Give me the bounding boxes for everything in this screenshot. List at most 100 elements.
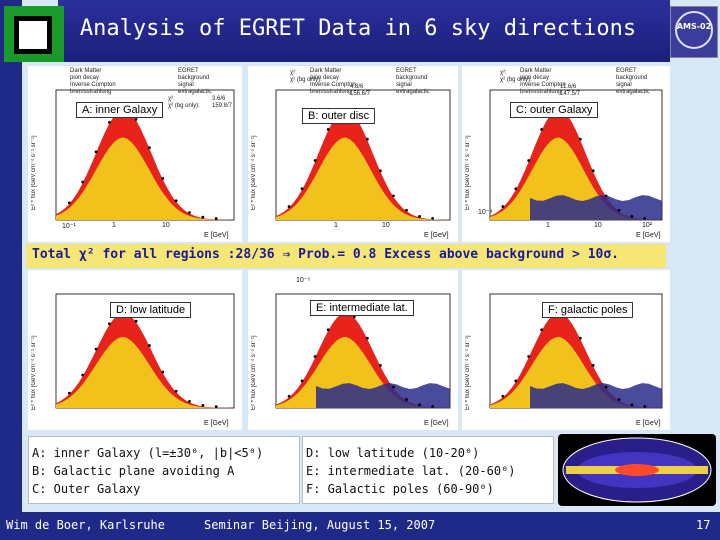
egret-data-point	[591, 169, 595, 173]
egret-data-point	[174, 389, 178, 393]
egret-data-point	[352, 315, 356, 319]
ams-logo-icon: AMS-02	[670, 6, 718, 58]
egret-data-point	[161, 370, 165, 374]
egret-data-point	[527, 355, 531, 358]
egret-data-point	[201, 404, 205, 407]
desc-box-right	[302, 436, 554, 504]
ylabel-f: E² * flux [GeV cm⁻² s⁻¹ sr⁻¹]	[465, 335, 471, 410]
plot-panel-e	[248, 270, 458, 430]
xtick-a-0: 10⁻¹	[62, 223, 76, 230]
egret-data-point	[405, 398, 408, 401]
legend-background: background	[178, 75, 210, 81]
egret-data-point	[188, 399, 191, 403]
legend-c-dark-matter: Dark Matter	[520, 68, 552, 74]
panel-d-label: D: low latitude	[110, 302, 192, 318]
xlabel-d: E [GeV]	[204, 420, 229, 427]
xtick-c-1: 1	[546, 222, 550, 229]
background-area	[276, 137, 450, 220]
egret-data-point	[365, 336, 369, 340]
xtick-b-1: 1	[334, 222, 338, 229]
logo-square-icon	[4, 6, 64, 62]
xtick-b-2: 10	[382, 222, 390, 229]
egret-data-point	[617, 208, 621, 212]
legend-bremsstrahlung: bremsstrahlung	[70, 89, 112, 95]
legend-dark-matter: Dark Matter	[70, 68, 102, 74]
desc-e: E: intermediate lat. (20-60⁰)	[306, 464, 516, 478]
xlabel-f: E [GeV]	[636, 420, 661, 427]
xlabel-c: E [GeV]	[636, 232, 661, 239]
legend-b-background: background	[396, 75, 428, 81]
ams-logo-text: AMS-02	[676, 22, 712, 31]
egret-data-point	[630, 403, 634, 407]
footer-event: Seminar Beijing, August 15, 2007	[204, 518, 436, 532]
panel-c-label: C: outer Galaxy	[510, 102, 599, 118]
ylabel-e: E² * flux [GeV cm⁻² s⁻¹ sr⁻¹]	[251, 335, 257, 410]
egret-data-point	[379, 364, 382, 367]
egret-data-point	[67, 201, 71, 205]
egret-data-point	[174, 199, 178, 203]
chi-b-bg-value: 156.6/7	[350, 91, 371, 97]
panel-b-label: B: outer disc	[302, 108, 376, 124]
legend-pion-decay: pion decay	[70, 75, 100, 81]
egret-data-point	[643, 405, 647, 408]
extragalactic-band	[530, 195, 662, 220]
legend-c-right: EGRET background signal extragalactic	[616, 68, 650, 96]
chi-b-value: 4.8/6	[350, 84, 364, 90]
egret-data-point	[94, 347, 98, 351]
legend-c-extragalactic: extragalactic	[616, 89, 650, 95]
egret-data-point	[578, 137, 582, 141]
egret-data-point	[67, 391, 71, 395]
legend-egret: EGRET	[178, 68, 199, 74]
legend-c-ic: Inverse Compton	[520, 82, 566, 88]
ytick-c-0: 10⁻⁴	[478, 209, 493, 216]
egret-data-point	[418, 214, 421, 218]
legend-c-signal: signal	[616, 82, 632, 88]
footer-page-number: 17	[696, 518, 711, 532]
chi-c-bg-label: χ² (bg only):	[500, 77, 532, 83]
legend-signal: signal	[178, 82, 194, 88]
desc-box-left	[28, 436, 300, 504]
legend-b-pion: pion decay	[310, 75, 340, 81]
chi-b-label: χ²:	[290, 70, 297, 76]
desc-left: A: inner Galaxy (l=±30⁰, |b|<5⁰) B: Gala…	[32, 444, 263, 498]
egret-data-point	[578, 336, 582, 340]
ylabel-c: E² * flux [GeV cm⁻² s⁻¹ sr⁻¹]	[465, 135, 471, 210]
egret-data-point	[214, 217, 218, 220]
legend-b-egret: EGRET	[396, 68, 417, 74]
egret-data-point	[94, 150, 98, 154]
total-chi2-text: Total χ² for all regions :28/36 ⇒ Prob.=…	[32, 247, 619, 262]
chi-b-bg-label: χ² (bg only):	[290, 77, 322, 83]
plot-panel-f	[462, 270, 670, 430]
footer-bar	[0, 512, 720, 540]
sky-map-image	[558, 434, 716, 506]
egret-data-point	[287, 205, 291, 208]
egret-data-point	[392, 385, 395, 389]
egret-data-point	[514, 187, 518, 191]
panel-a-label: A: inner Galaxy	[76, 102, 164, 118]
egret-data-point	[161, 177, 165, 180]
egret-data-point	[540, 127, 543, 131]
egret-data-point	[326, 127, 330, 131]
legend-b-brems: bremsstrahlung	[310, 89, 352, 95]
xtick-a-1: 1	[112, 222, 116, 229]
egret-data-point	[527, 159, 531, 162]
chi-a-vals: 3.6/6 159.8/7	[212, 96, 232, 110]
egret-data-point	[81, 373, 85, 377]
plot-panel-d	[28, 270, 242, 430]
legend-c-egret: EGRET	[616, 68, 637, 74]
chi-b: χ²: χ² (bg only):	[290, 70, 322, 84]
extragalactic-band	[316, 383, 450, 408]
legend-a: Dark Matter pion decay Inverse Compton b…	[70, 68, 116, 96]
legend-c-pion: pion decay	[520, 75, 550, 81]
slide-title: Analysis of EGRET Data in 6 sky directio…	[79, 16, 637, 41]
ytick-e-1: 10⁻⁵	[296, 277, 311, 284]
egret-data-point	[313, 355, 317, 358]
ylabel-d: E² * flux [GeV cm⁻² s⁻¹ sr⁻¹]	[31, 335, 37, 410]
egret-data-point	[418, 403, 421, 407]
chi-c-value: 11.6/6	[560, 84, 577, 90]
desc-a: A: inner Galaxy (l=±30⁰, |b|<5⁰)	[32, 446, 264, 460]
chi-b-vals: 4.8/6 156.6/7	[350, 84, 370, 98]
egret-data-point	[431, 216, 434, 220]
chi-a-label: χ²:	[168, 96, 175, 102]
egret-data-point	[300, 379, 304, 383]
